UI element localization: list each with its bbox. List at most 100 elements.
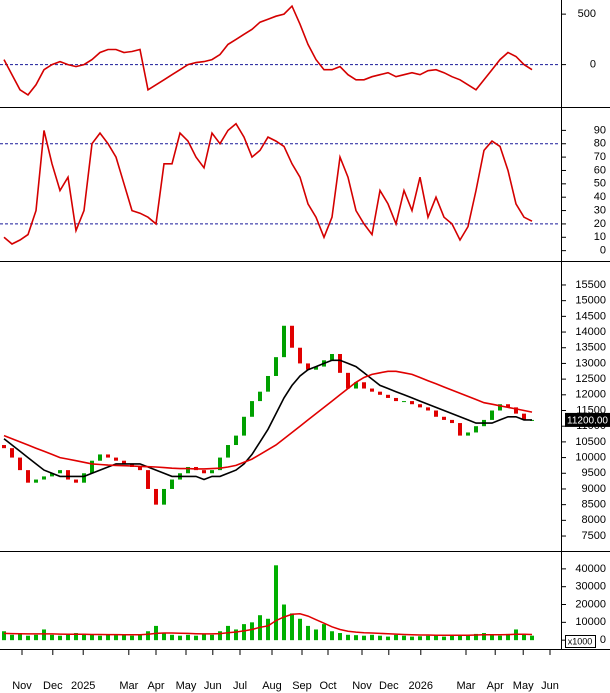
volume-bar [218,631,222,641]
candle [402,401,406,403]
candle [354,382,358,389]
y-tick-label: 60 [594,164,606,176]
volume-bar [2,631,6,641]
x-tick-label: 2025 [71,680,95,692]
candle [114,457,118,461]
candle [290,325,294,348]
x-tick-label: Sep [292,680,312,692]
candle [10,448,14,458]
y-tick-label: 10 [594,231,606,243]
volume-bar [434,634,438,641]
y-tick-label: 0 [600,634,606,646]
candle [98,454,102,461]
volume-bar [402,635,406,641]
candle [90,460,94,474]
candle [378,391,382,395]
candle [298,347,302,364]
volume-bar [410,636,414,641]
candle [498,404,502,411]
candle [18,457,22,471]
volume-bar [498,635,502,641]
y-tick-label: 10000 [575,451,606,463]
y-tick-label: 50 [594,178,606,190]
candle [186,466,190,474]
candle [106,454,110,458]
y-tick-label: 15500 [575,279,606,291]
volume-bar [162,633,166,641]
x-tick-label: Jul [233,680,247,692]
x-tick-label: Nov [12,680,32,692]
volume-bar [274,565,278,641]
y-tick-label: 20 [594,218,606,230]
candle [466,432,470,436]
volume-bar [346,634,350,641]
candle [506,404,510,408]
candle [314,366,318,370]
y-tick-label: 40000 [575,563,606,575]
volume-bar [522,634,526,641]
volume-bar [362,635,366,641]
candle [146,470,150,489]
y-tick-label: 12500 [575,373,606,385]
volume-bar [442,636,446,641]
x-tick-label: May [513,680,534,692]
candle [434,410,438,417]
volume-bar [482,633,486,641]
series-line [3,4,533,96]
y-tick-label: 0 [590,59,596,71]
candle [154,488,158,505]
candle [362,382,366,389]
candle [122,460,126,464]
candle [274,357,278,376]
volume-bar [26,635,30,641]
candle [82,473,86,483]
volume-bar [42,629,46,641]
volume-bar [530,635,534,641]
x-tick-label: Aug [262,680,282,692]
y-tick-label: 80 [594,138,606,150]
y-tick-label: 12000 [575,389,606,401]
y-tick-label: 10000 [575,616,606,628]
volume-bar [418,636,422,641]
volume-bar [146,631,150,641]
volume-bar [426,635,430,641]
volume-bar [202,633,206,641]
volume-bar [178,635,182,641]
candle [490,410,494,420]
volume-bar [130,635,134,641]
volume-bar [266,618,270,641]
y-tick-label: 10500 [575,436,606,448]
volume-bar [50,634,54,641]
candle [522,413,526,420]
candle [338,354,342,373]
candle [202,470,206,474]
candle [394,397,398,402]
candle [474,426,478,433]
y-tick-label: 90 [594,124,606,136]
volume-bar [122,634,126,641]
y-tick-label: 70 [594,151,606,163]
y-tick-label: 500 [578,8,596,20]
candle [42,476,46,480]
volume-bar [114,635,118,641]
y-tick-label: 13500 [575,342,606,354]
volume-bar [354,635,358,641]
candle [386,394,390,398]
candle [34,479,38,483]
y-tick-label: 9000 [582,483,606,495]
x-tick-label: May [176,680,197,692]
volume-bar [90,634,94,641]
volume-bar [210,634,214,641]
y-tick-label: 9500 [582,467,606,479]
volume-bar [322,624,326,641]
candle [282,325,286,358]
candle [50,473,54,477]
x-tick-label: Oct [319,680,336,692]
volume-bar [298,618,302,641]
x-tick-label: Mar [457,680,476,692]
candle [370,388,374,392]
volume-bar [138,634,142,641]
volume-bar [458,634,462,641]
y-tick-label: 20000 [575,598,606,610]
